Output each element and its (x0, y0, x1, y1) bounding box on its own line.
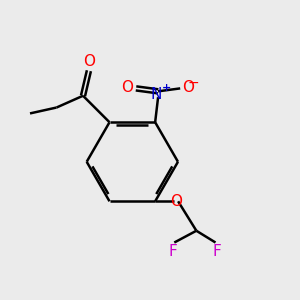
Text: O: O (83, 54, 95, 69)
Text: N: N (151, 87, 162, 102)
Text: +: + (162, 83, 172, 93)
Text: −: − (188, 76, 199, 90)
Text: F: F (213, 244, 221, 259)
Text: O: O (121, 80, 133, 95)
Text: O: O (170, 194, 182, 209)
Text: O: O (182, 80, 194, 95)
Text: F: F (168, 244, 177, 259)
